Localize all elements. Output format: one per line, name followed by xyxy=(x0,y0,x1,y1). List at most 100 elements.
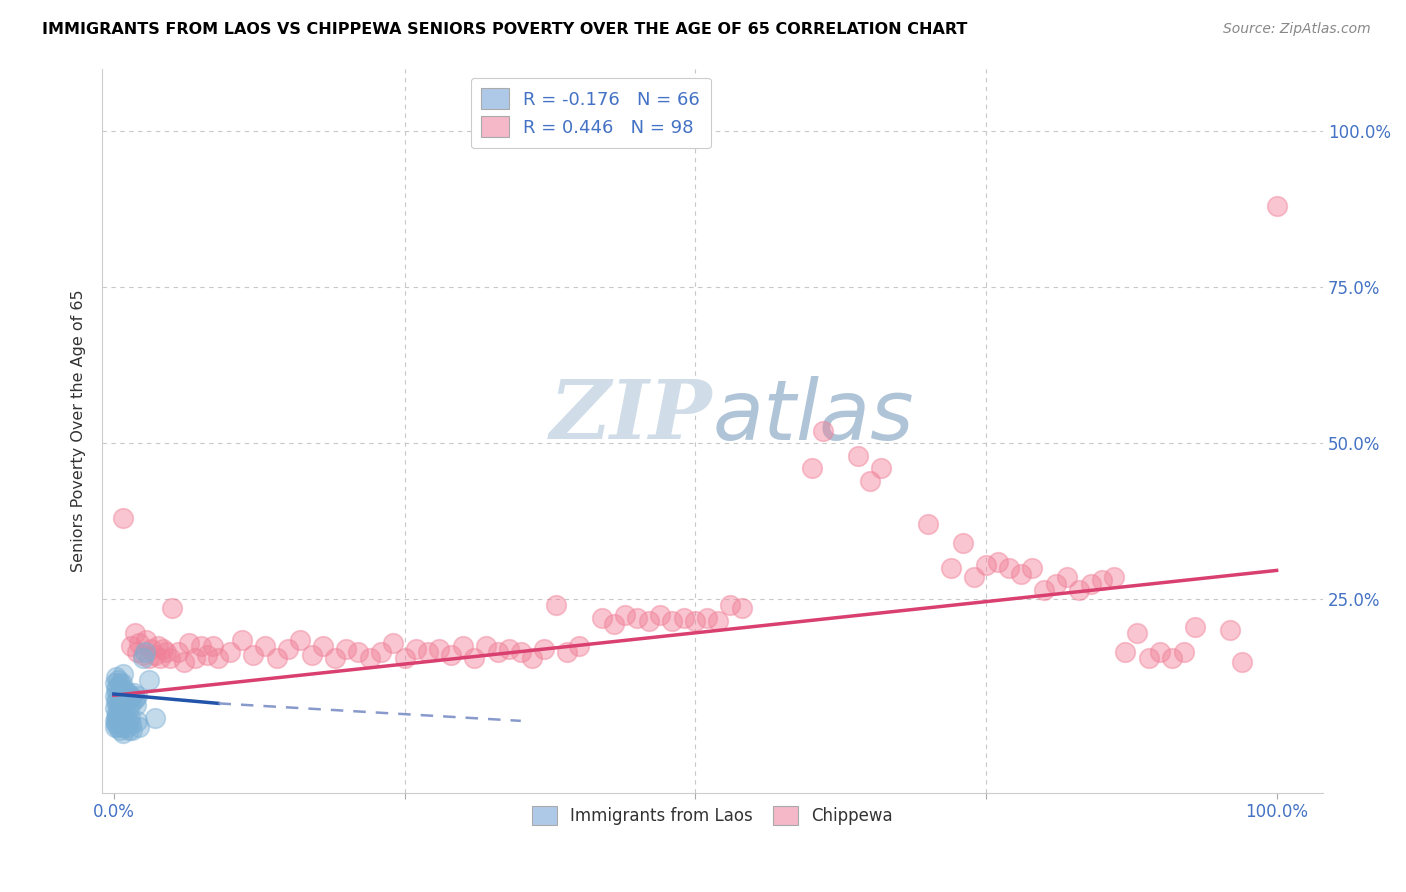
Point xyxy=(127,689,149,703)
Point xyxy=(111,714,134,728)
Point xyxy=(138,651,160,665)
Point xyxy=(661,614,683,628)
Point xyxy=(124,692,146,706)
Point xyxy=(112,726,135,740)
Point xyxy=(105,680,128,694)
Point xyxy=(105,714,128,728)
Point xyxy=(859,474,882,488)
Point xyxy=(120,639,142,653)
Point xyxy=(120,711,142,725)
Point xyxy=(1230,655,1253,669)
Point xyxy=(108,711,131,725)
Point xyxy=(614,607,637,622)
Point xyxy=(146,639,169,653)
Point xyxy=(110,717,132,731)
Point xyxy=(696,611,718,625)
Point xyxy=(242,648,264,663)
Point xyxy=(105,682,128,697)
Point xyxy=(115,689,138,703)
Point xyxy=(429,642,451,657)
Point xyxy=(110,711,132,725)
Point xyxy=(522,651,544,665)
Text: IMMIGRANTS FROM LAOS VS CHIPPEWA SENIORS POVERTY OVER THE AGE OF 65 CORRELATION : IMMIGRANTS FROM LAOS VS CHIPPEWA SENIORS… xyxy=(42,22,967,37)
Point xyxy=(637,614,659,628)
Point xyxy=(114,682,136,697)
Point xyxy=(533,642,555,657)
Point xyxy=(557,645,579,659)
Point xyxy=(370,645,392,659)
Point xyxy=(110,706,132,720)
Point xyxy=(650,607,672,622)
Point xyxy=(347,645,370,659)
Point xyxy=(159,651,181,665)
Point xyxy=(107,673,129,688)
Point xyxy=(323,651,346,665)
Point xyxy=(451,639,474,653)
Point xyxy=(1265,199,1288,213)
Point xyxy=(134,645,156,659)
Point xyxy=(104,701,127,715)
Point xyxy=(1080,576,1102,591)
Point xyxy=(107,686,129,700)
Point xyxy=(107,714,129,728)
Point xyxy=(335,642,357,657)
Point xyxy=(1137,651,1160,665)
Point xyxy=(111,720,134,734)
Point xyxy=(143,648,166,663)
Point xyxy=(105,670,128,684)
Y-axis label: Seniors Poverty Over the Age of 65: Seniors Poverty Over the Age of 65 xyxy=(72,289,86,572)
Point xyxy=(121,695,143,709)
Point xyxy=(277,642,299,657)
Point xyxy=(155,645,177,659)
Point xyxy=(405,642,427,657)
Point xyxy=(718,599,741,613)
Point xyxy=(672,611,695,625)
Point xyxy=(626,611,648,625)
Point xyxy=(160,601,183,615)
Point xyxy=(143,711,166,725)
Point xyxy=(117,714,139,728)
Point xyxy=(132,651,155,665)
Point xyxy=(568,639,591,653)
Point xyxy=(998,561,1021,575)
Point xyxy=(1010,567,1032,582)
Point xyxy=(1033,582,1056,597)
Point xyxy=(112,698,135,713)
Point xyxy=(108,701,131,715)
Point xyxy=(731,601,754,615)
Point xyxy=(603,617,626,632)
Point xyxy=(195,648,218,663)
Point xyxy=(312,639,335,653)
Point xyxy=(128,636,150,650)
Point xyxy=(149,651,172,665)
Point xyxy=(105,705,128,719)
Point xyxy=(138,673,160,688)
Point xyxy=(963,570,986,584)
Point xyxy=(124,626,146,640)
Point xyxy=(1091,574,1114,588)
Point xyxy=(111,689,134,703)
Point xyxy=(108,723,131,738)
Point xyxy=(486,645,509,659)
Point xyxy=(974,558,997,572)
Point xyxy=(127,645,149,659)
Point xyxy=(288,632,311,647)
Point xyxy=(120,717,142,731)
Point xyxy=(811,424,834,438)
Point xyxy=(1184,620,1206,634)
Point xyxy=(139,642,162,657)
Text: atlas: atlas xyxy=(713,376,914,457)
Point xyxy=(127,714,149,728)
Point xyxy=(1126,626,1149,640)
Point xyxy=(231,632,253,647)
Point xyxy=(115,720,138,734)
Point xyxy=(201,639,224,653)
Text: Source: ZipAtlas.com: Source: ZipAtlas.com xyxy=(1223,22,1371,37)
Point xyxy=(870,461,893,475)
Point xyxy=(1149,645,1171,659)
Point xyxy=(591,611,613,625)
Point xyxy=(939,561,962,575)
Point xyxy=(1102,570,1125,584)
Point xyxy=(1219,624,1241,638)
Point xyxy=(112,667,135,681)
